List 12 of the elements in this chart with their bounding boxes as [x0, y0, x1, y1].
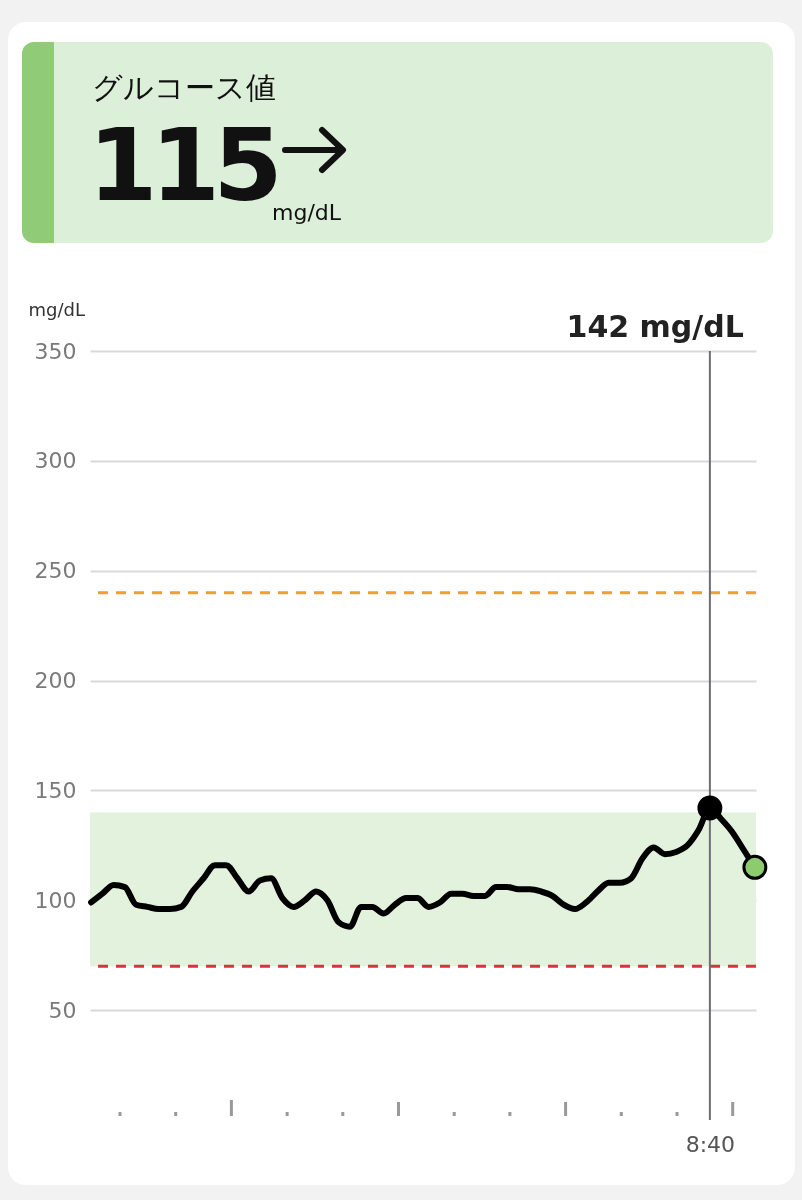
chart-title: グルコース値: [92, 70, 276, 105]
y-tick-label: 100: [34, 887, 77, 913]
ref-line-label: 142 mg/dL: [566, 309, 744, 344]
y-tick-label: 50: [48, 997, 77, 1023]
text: mg/dL: [272, 200, 342, 225]
y-tick-label: 300: [34, 448, 77, 474]
y-tick-label: 350: [34, 338, 77, 364]
y-tick-label: 250: [34, 558, 77, 584]
y-tick-label: 200: [34, 668, 77, 694]
y-axis-title: mg/dL: [28, 298, 85, 320]
x-tick-label: 8:40: [685, 1131, 736, 1157]
y-tick-label: 150: [34, 777, 77, 803]
